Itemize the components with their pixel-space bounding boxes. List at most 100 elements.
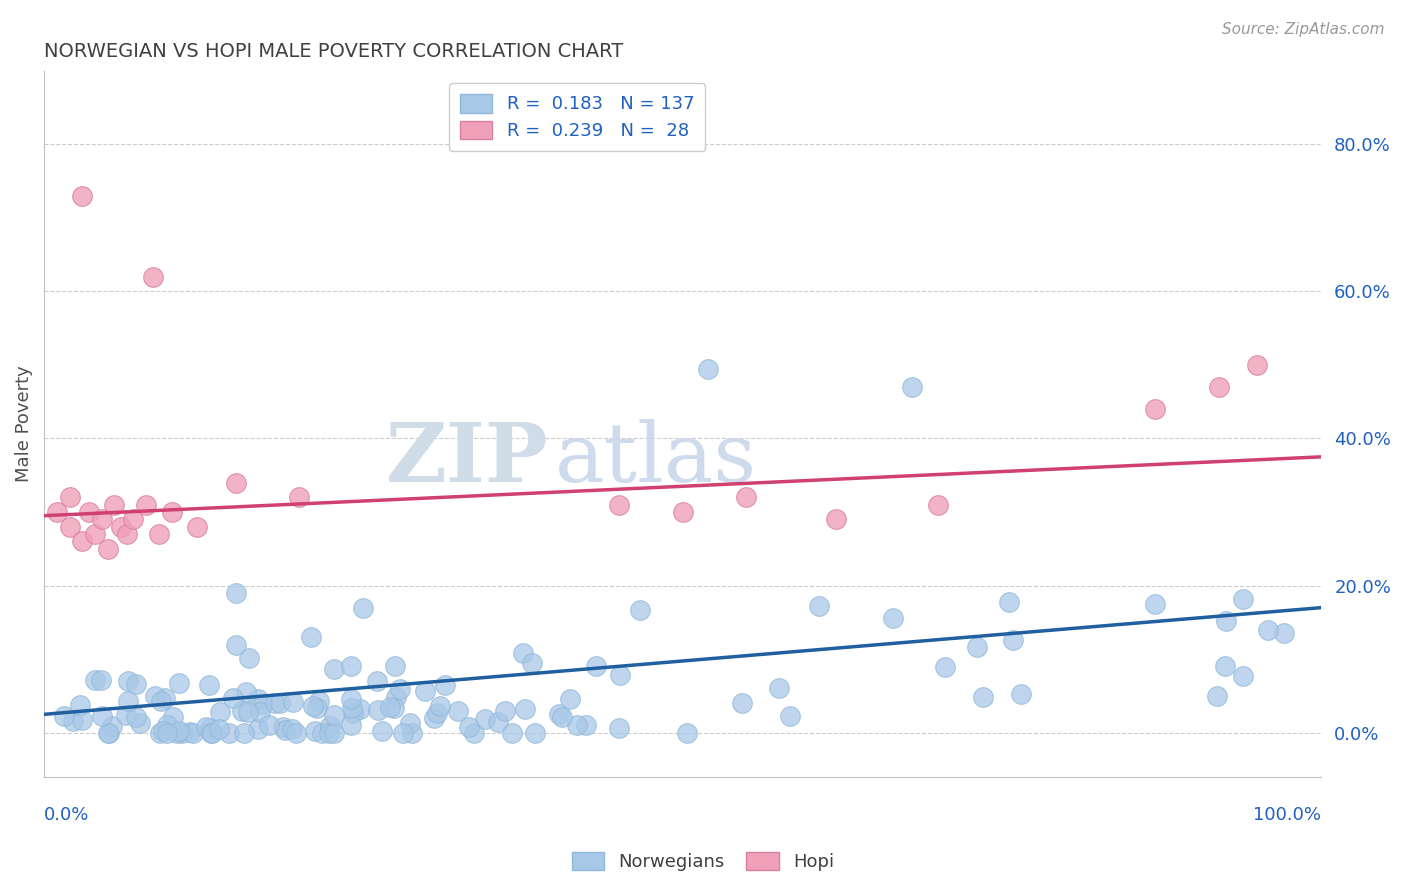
Point [349, 701, 371, 715]
Point [156, 725, 179, 739]
Point [72, 534, 94, 549]
Point [997, 595, 1019, 609]
Point [149, 725, 172, 739]
Point [512, 646, 534, 660]
Point [225, 638, 247, 652]
Point [45, 505, 67, 519]
Point [384, 659, 406, 673]
Point [779, 708, 801, 723]
Point [167, 724, 190, 739]
Point [901, 380, 924, 394]
Point [125, 677, 148, 691]
Point [1257, 623, 1279, 637]
Point [198, 678, 221, 692]
Point [288, 491, 311, 505]
Point [371, 723, 394, 738]
Point [966, 640, 988, 655]
Point [252, 698, 274, 712]
Point [122, 512, 145, 526]
Point [524, 725, 547, 739]
Legend: R =  0.183   N = 137, R =  0.239   N =  28: R = 0.183 N = 137, R = 0.239 N = 28 [449, 83, 706, 151]
Point [1215, 615, 1237, 629]
Point [52, 709, 75, 723]
Point [62, 714, 84, 728]
Point [181, 725, 204, 739]
Point [1213, 658, 1236, 673]
Point [90, 512, 112, 526]
Point [160, 505, 183, 519]
Point [367, 703, 389, 717]
Point [283, 695, 305, 709]
Point [103, 498, 125, 512]
Point [378, 699, 401, 714]
Point [322, 725, 344, 739]
Point [575, 718, 598, 732]
Point [447, 704, 470, 718]
Point [115, 708, 138, 723]
Point [1010, 687, 1032, 701]
Point [115, 527, 138, 541]
Point [494, 704, 516, 718]
Point [501, 725, 523, 739]
Point [225, 586, 247, 600]
Point [77, 505, 100, 519]
Point [128, 716, 150, 731]
Point [415, 684, 437, 698]
Point [304, 724, 326, 739]
Point [284, 725, 307, 739]
Point [607, 498, 630, 512]
Point [194, 720, 217, 734]
Point [1143, 402, 1166, 417]
Point [69, 698, 91, 713]
Point [232, 725, 254, 739]
Point [609, 668, 631, 682]
Point [399, 715, 422, 730]
Point [311, 725, 333, 739]
Point [246, 692, 269, 706]
Point [90, 708, 112, 723]
Point [630, 603, 652, 617]
Point [401, 725, 423, 739]
Point [1208, 380, 1230, 394]
Point [236, 705, 259, 719]
Point [551, 710, 574, 724]
Point [558, 692, 581, 706]
Text: atlas: atlas [555, 419, 756, 499]
Point [433, 678, 456, 692]
Point [513, 702, 536, 716]
Point [308, 694, 330, 708]
Y-axis label: Male Poverty: Male Poverty [15, 366, 32, 483]
Point [274, 723, 297, 737]
Point [458, 720, 481, 734]
Point [322, 662, 344, 676]
Point [1002, 632, 1025, 647]
Point [117, 673, 139, 688]
Text: 100.0%: 100.0% [1253, 806, 1320, 824]
Point [307, 701, 329, 715]
Text: Source: ZipAtlas.com: Source: ZipAtlas.com [1222, 22, 1385, 37]
Point [225, 475, 247, 490]
Point [172, 725, 194, 739]
Point [208, 722, 231, 736]
Point [1232, 592, 1254, 607]
Point [273, 720, 295, 734]
Point [117, 694, 139, 708]
Point [927, 498, 949, 512]
Point [200, 725, 222, 739]
Point [429, 698, 451, 713]
Point [166, 725, 188, 739]
Point [249, 705, 271, 719]
Point [585, 658, 607, 673]
Point [474, 712, 496, 726]
Point [340, 700, 363, 714]
Point [186, 520, 208, 534]
Point [149, 694, 172, 708]
Point [463, 725, 485, 739]
Point [384, 701, 406, 715]
Point [156, 718, 179, 732]
Point [1143, 597, 1166, 611]
Legend: Norwegians, Hopi: Norwegians, Hopi [564, 845, 842, 879]
Text: NORWEGIAN VS HOPI MALE POVERTY CORRELATION CHART: NORWEGIAN VS HOPI MALE POVERTY CORRELATI… [44, 42, 623, 61]
Point [59, 491, 82, 505]
Point [824, 512, 846, 526]
